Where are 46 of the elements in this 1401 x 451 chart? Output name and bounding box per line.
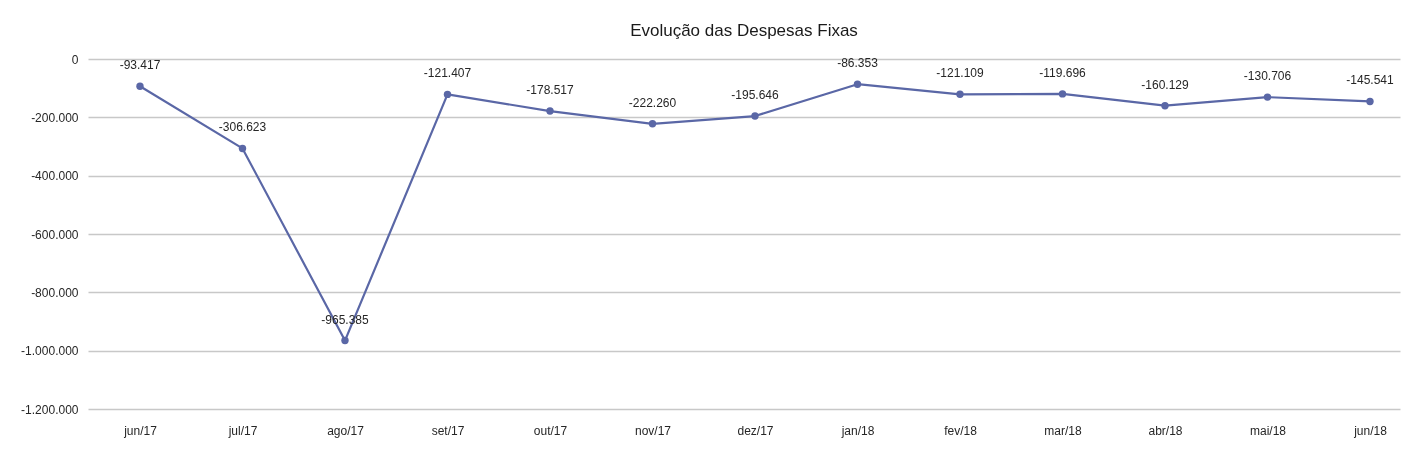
point bbox=[136, 82, 144, 90]
x-tick-label: jun/18 bbox=[1353, 423, 1388, 438]
x-tick-label: nov/17 bbox=[634, 423, 672, 438]
data-label: -121.109 bbox=[936, 66, 984, 81]
data-label: -306.623 bbox=[218, 120, 267, 135]
x-tick-label: jun/17 bbox=[123, 423, 158, 438]
point bbox=[238, 144, 247, 153]
point bbox=[1366, 97, 1374, 106]
x-tick-label: out/17 bbox=[533, 423, 568, 438]
y-tick-label: -200.000 bbox=[31, 110, 79, 125]
y-tick-label: -800.000 bbox=[31, 285, 79, 300]
point bbox=[1263, 93, 1272, 101]
y-tick-label: 0 bbox=[71, 52, 79, 67]
data-label: -195.646 bbox=[731, 88, 779, 103]
data-label: -178.517 bbox=[526, 83, 574, 98]
data-label: -160.129 bbox=[1141, 77, 1189, 92]
point bbox=[546, 107, 554, 115]
data-label: -119.696 bbox=[1039, 65, 1087, 80]
chart-title: Evolução das Despesas Fixas bbox=[630, 21, 858, 40]
point bbox=[853, 80, 862, 88]
x-tick-label: jul/17 bbox=[227, 423, 258, 438]
data-label: -130.706 bbox=[1243, 69, 1292, 84]
data-label: -145.541 bbox=[1346, 73, 1394, 88]
data-label: -86.353 bbox=[837, 56, 879, 71]
y-tick-label: -1.000.000 bbox=[21, 344, 79, 359]
point bbox=[341, 336, 349, 345]
point bbox=[648, 120, 657, 128]
y-tick-label: -1.200.000 bbox=[21, 402, 79, 417]
point bbox=[751, 112, 759, 120]
x-tick-label: fev/18 bbox=[944, 423, 978, 438]
y-tick-label: -600.000 bbox=[31, 227, 79, 242]
point bbox=[443, 90, 452, 99]
x-tick-label: dez/17 bbox=[737, 423, 774, 438]
data-label: -93.417 bbox=[119, 58, 161, 73]
data-label: -121.407 bbox=[423, 66, 472, 81]
x-tick-label: mai/18 bbox=[1249, 423, 1287, 438]
point bbox=[1058, 90, 1067, 98]
x-tick-label: jan/18 bbox=[840, 423, 875, 438]
data-label: -222.260 bbox=[628, 95, 677, 110]
x-tick-label: ago/17 bbox=[327, 423, 365, 438]
x-tick-label: abr/18 bbox=[1148, 423, 1183, 438]
x-tick-label: mar/18 bbox=[1044, 423, 1082, 438]
point bbox=[956, 90, 964, 99]
y-tick-label: -400.000 bbox=[31, 169, 79, 184]
x-tick-label: set/17 bbox=[431, 423, 465, 438]
point bbox=[1161, 102, 1169, 110]
